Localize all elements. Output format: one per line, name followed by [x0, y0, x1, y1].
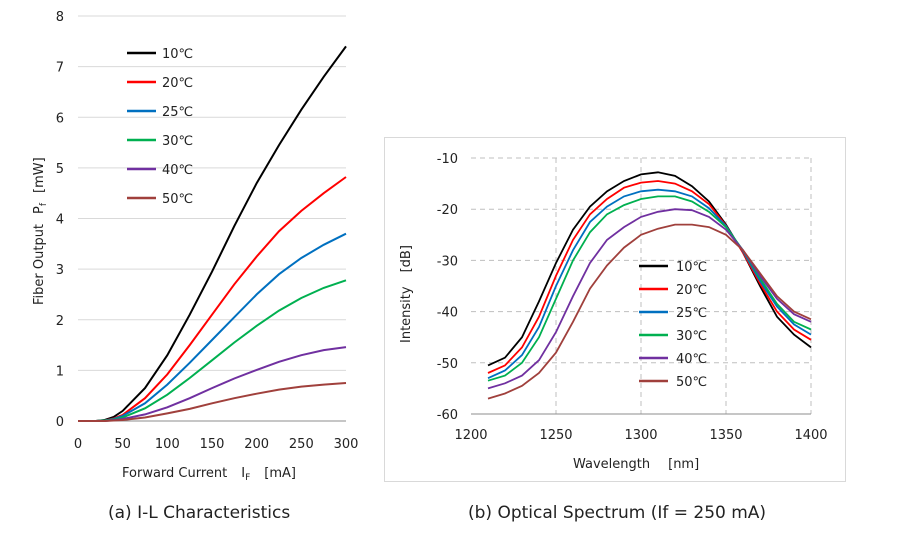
- legend-label: 30℃: [162, 134, 193, 149]
- x-tick-label: 1250: [539, 428, 572, 443]
- legend-label: 25℃: [162, 105, 193, 120]
- legend-label: 10℃: [676, 260, 707, 275]
- y-tick-label: 8: [56, 10, 64, 25]
- x-axis-label-symbol: I: [241, 466, 245, 481]
- y-tick-label: 3: [56, 263, 64, 278]
- caption-spectrum: (b) Optical Spectrum (If = 250 mA): [468, 503, 767, 523]
- series-line: [487, 208, 812, 390]
- legend-label: 25℃: [676, 306, 707, 321]
- y-tick-label: 5: [56, 162, 64, 177]
- y-tick-label: 0: [56, 415, 64, 430]
- series-line: [487, 188, 812, 380]
- legend-label: 50℃: [676, 375, 707, 390]
- x-tick-label: 300: [334, 437, 359, 452]
- legend-label: 40℃: [676, 352, 707, 367]
- x-axis-label: Forward Current IF [mA]: [122, 466, 296, 483]
- spectrum-chart-frame: -60 -50 -40 -30 -20 -10 1200 1250 1300 1350 1400 10…: [384, 137, 846, 482]
- y-tick-label: 2: [56, 314, 64, 329]
- legend-label: 50℃: [162, 192, 193, 207]
- spectrum-chart: -60 -50 -40 -30 -20 -10 1200 1250 1300 1350 1400 10…: [399, 152, 828, 472]
- y-axis-label: Fiber Output Pf [mW]: [32, 157, 49, 305]
- y-tick-label: -50: [437, 357, 458, 372]
- legend-label: 20℃: [162, 76, 193, 91]
- series-line: [78, 176, 347, 422]
- il-chart: 0 1 2 3 4 5 6 7 8 0 50 100 150 200 250 300 10℃ 20℃ 25℃ 30℃ 4…: [32, 10, 359, 483]
- x-tick-label: 50: [114, 437, 131, 452]
- y-axis-label: Intensity [dB]: [399, 245, 414, 343]
- series-line: [487, 180, 812, 374]
- series-line: [78, 346, 347, 422]
- y-tick-label: 6: [56, 111, 64, 126]
- y-tick-label: -10: [437, 152, 458, 167]
- caption-il: (a) I-L Characteristics: [108, 503, 291, 523]
- y-tick-label: 7: [56, 61, 64, 76]
- legend-label: 40℃: [162, 163, 193, 178]
- y-tick-label: 1: [56, 364, 64, 379]
- series-line: [78, 279, 347, 422]
- y-axis-label-main: Fiber Output: [32, 224, 47, 305]
- series-line: [487, 223, 812, 400]
- x-tick-label: 250: [289, 437, 314, 452]
- series-line: [487, 195, 812, 382]
- x-tick-label: 1350: [709, 428, 742, 443]
- x-axis-label-main: Forward Current: [122, 466, 227, 481]
- x-axis-label-unit: [mA]: [264, 466, 296, 481]
- x-tick-label: 1300: [624, 428, 657, 443]
- y-axis-label-unit: [mW]: [32, 157, 47, 193]
- y-tick-label: -40: [437, 306, 458, 321]
- x-axis-label-subscript: F: [245, 473, 250, 483]
- x-axis-label-unit: [nm]: [668, 457, 699, 472]
- legend-label: 10℃: [162, 47, 193, 62]
- y-axis-label-unit: [dB]: [399, 245, 414, 272]
- x-tick-label: 100: [155, 437, 180, 452]
- x-tick-label: 0: [74, 437, 82, 452]
- y-tick-label: -20: [437, 203, 458, 218]
- y-axis-label-symbol: P: [32, 206, 47, 214]
- series-line: [78, 232, 347, 422]
- x-axis-label-main: Wavelength: [573, 457, 650, 472]
- legend-label: 30℃: [676, 329, 707, 344]
- legend-label: 20℃: [676, 283, 707, 298]
- y-axis-label-main: Intensity: [399, 286, 414, 343]
- y-axis-label-subscript: f: [39, 202, 49, 206]
- x-axis-label: Wavelength [nm]: [573, 457, 699, 472]
- x-tick-label: 200: [244, 437, 269, 452]
- series-line: [78, 382, 347, 422]
- series-line: [487, 171, 812, 367]
- y-tick-label: -60: [437, 408, 458, 423]
- y-tick-label: 4: [56, 213, 64, 228]
- series-line: [78, 45, 347, 422]
- y-tick-label: -30: [437, 254, 458, 269]
- x-tick-label: 1400: [794, 428, 827, 443]
- x-tick-label: 1200: [454, 428, 487, 443]
- x-tick-label: 150: [200, 437, 225, 452]
